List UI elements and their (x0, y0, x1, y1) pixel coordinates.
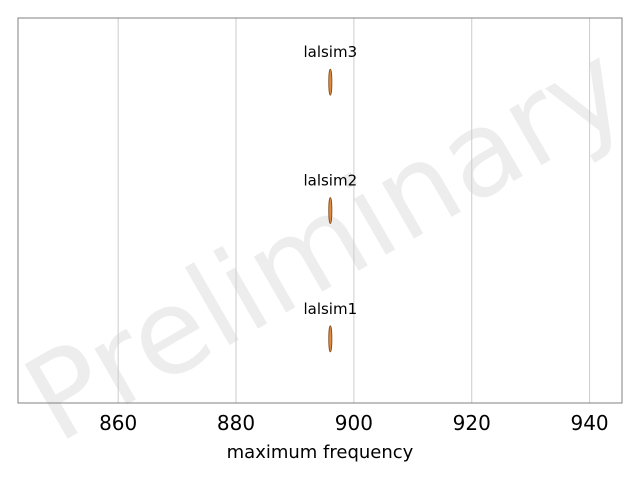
x-tick-label: 940 (570, 411, 608, 435)
data-marker (328, 68, 333, 96)
watermark: Preliminary (3, 16, 640, 469)
x-tick-label: 860 (99, 411, 137, 435)
x-axis-label: maximum frequency (227, 442, 414, 463)
data-marker (328, 197, 333, 224)
grid-lines (117, 18, 591, 403)
x-tick-labels: 860 880 900 920 940 (99, 411, 609, 435)
data-marker (328, 325, 333, 353)
x-tick-label: 880 (217, 411, 255, 435)
x-tick-label: 920 (453, 411, 491, 435)
plot-frame (17, 17, 623, 404)
category-label: lalsim2 (303, 172, 357, 190)
category-label: lalsim3 (303, 43, 357, 61)
data-marks: lalsim3 lalsim2 lalsim1 (303, 43, 357, 353)
x-tick-label: 900 (335, 411, 373, 435)
category-label: lalsim1 (303, 300, 357, 318)
